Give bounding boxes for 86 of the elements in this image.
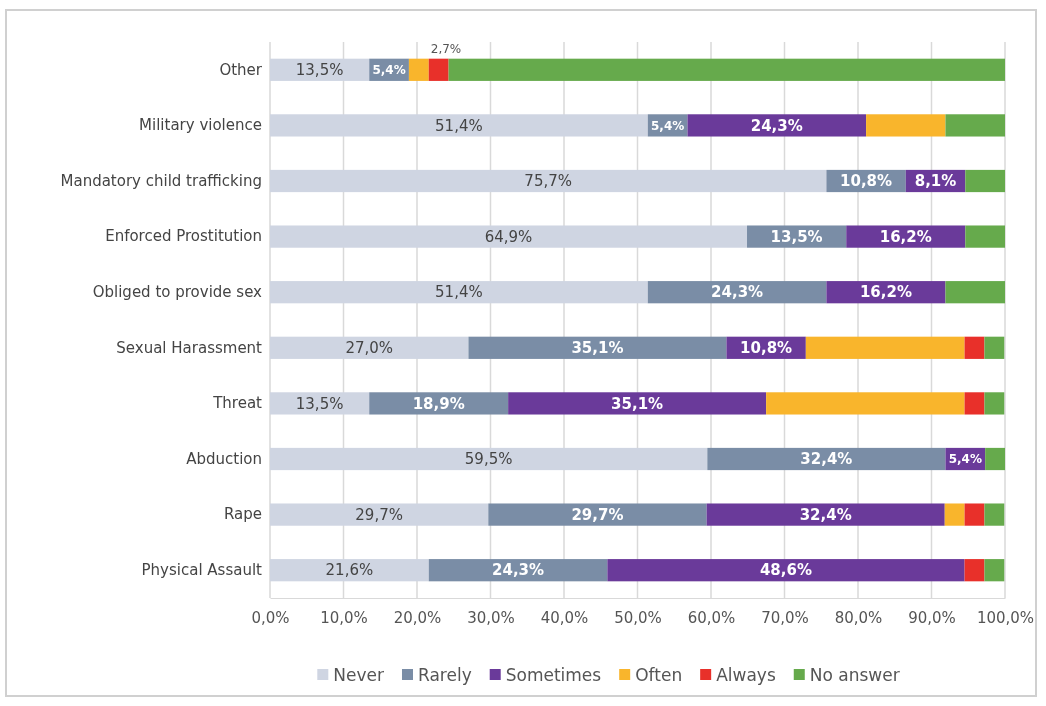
bar <box>945 114 1005 137</box>
bar <box>607 559 965 582</box>
x-tick-label: 90,0% <box>908 608 956 627</box>
y-tick-label: Other <box>219 60 263 79</box>
bar <box>965 225 1005 248</box>
legend-label: Always <box>716 664 776 685</box>
bar <box>866 114 946 137</box>
bar <box>448 58 1005 81</box>
bar <box>428 58 449 81</box>
data-label: 10,8% <box>740 339 793 358</box>
data-label: 5,4% <box>372 63 406 77</box>
bar <box>964 392 985 415</box>
bar <box>985 447 1005 471</box>
legend-label: Often <box>635 664 683 685</box>
bar <box>984 392 1005 415</box>
bar <box>805 336 965 359</box>
bar <box>468 336 727 359</box>
bar <box>766 392 965 415</box>
x-tick-label: 30,0% <box>467 608 515 627</box>
data-label: 75,7% <box>524 172 573 191</box>
data-label: 5,4% <box>948 452 982 467</box>
data-label: 24,3% <box>492 561 545 580</box>
data-label: 29,7% <box>571 505 624 524</box>
y-tick-label: Sexual Harassment <box>116 338 263 357</box>
y-tick-label: Threat <box>212 394 263 413</box>
x-tick-label: 10,0% <box>320 608 368 627</box>
data-label: 21,6% <box>325 561 374 580</box>
y-tick-label: Mandatory child trafficking <box>60 171 262 190</box>
data-label: 29,7% <box>355 505 403 524</box>
y-tick-label: Enforced Prostitution <box>105 227 262 246</box>
data-label: 27,0% <box>345 339 394 358</box>
y-tick-label: Physical Assault <box>141 561 263 579</box>
bar <box>706 503 945 526</box>
data-label: 24,3% <box>750 116 803 135</box>
bar <box>508 392 767 415</box>
bar <box>964 503 985 526</box>
bar <box>965 169 1005 193</box>
bar <box>846 225 966 248</box>
data-label: 51,4% <box>435 283 483 302</box>
legend-label: Sometimes <box>505 664 602 685</box>
bar <box>984 336 1005 359</box>
x-tick-label: 100,0% <box>976 608 1035 627</box>
legend-label: Rarely <box>417 664 472 685</box>
legend-label: Never <box>333 664 384 685</box>
y-tick-label: Military violence <box>139 116 262 135</box>
data-label: 51,4% <box>435 116 483 135</box>
y-tick-label: Abduction <box>186 449 262 468</box>
bar <box>488 503 707 526</box>
bar <box>984 503 1005 526</box>
legend-label: No answer <box>809 664 900 685</box>
data-label: 13,5% <box>295 61 344 80</box>
data-label: 35,1% <box>571 339 624 358</box>
x-tick-label: 20,0% <box>393 608 442 627</box>
data-label: 13,5% <box>295 394 344 413</box>
x-tick-label: 0,0% <box>251 608 290 627</box>
bar <box>369 392 509 415</box>
data-label: 5,4% <box>650 118 685 133</box>
x-tick-label: 80,0% <box>834 608 883 627</box>
x-tick-label: 70,0% <box>761 608 809 627</box>
x-tick-label: 40,0% <box>540 608 589 627</box>
data-label: 24,3% <box>711 283 764 302</box>
bar <box>944 503 965 526</box>
bar <box>964 559 985 582</box>
data-label: 48,6% <box>759 561 812 580</box>
data-label: 18,9% <box>412 394 465 413</box>
y-tick-label: Rape <box>223 505 262 524</box>
y-tick-label: Obliged to provide sex <box>92 283 263 301</box>
x-tick-label: 50,0% <box>614 608 662 627</box>
bar <box>408 58 429 81</box>
data-label: 16,2% <box>879 227 932 246</box>
data-label: 64,9% <box>484 227 533 246</box>
data-label: 16,2% <box>859 283 912 302</box>
data-label: 13,5% <box>770 227 823 246</box>
data-label: 59,5% <box>464 450 513 469</box>
data-label: 32,4% <box>799 505 852 524</box>
data-label: 35,1% <box>611 394 664 413</box>
bar <box>984 559 1005 582</box>
bar <box>964 336 985 359</box>
x-tick-label: 60,0% <box>687 608 736 627</box>
data-label: 10,8% <box>840 172 893 191</box>
data-label: 32,4% <box>800 450 853 469</box>
data-label: 8,1% <box>914 172 957 191</box>
bar <box>687 114 867 137</box>
bar <box>707 447 946 471</box>
data-label: 2,7% <box>430 41 462 56</box>
bar <box>945 281 1005 304</box>
